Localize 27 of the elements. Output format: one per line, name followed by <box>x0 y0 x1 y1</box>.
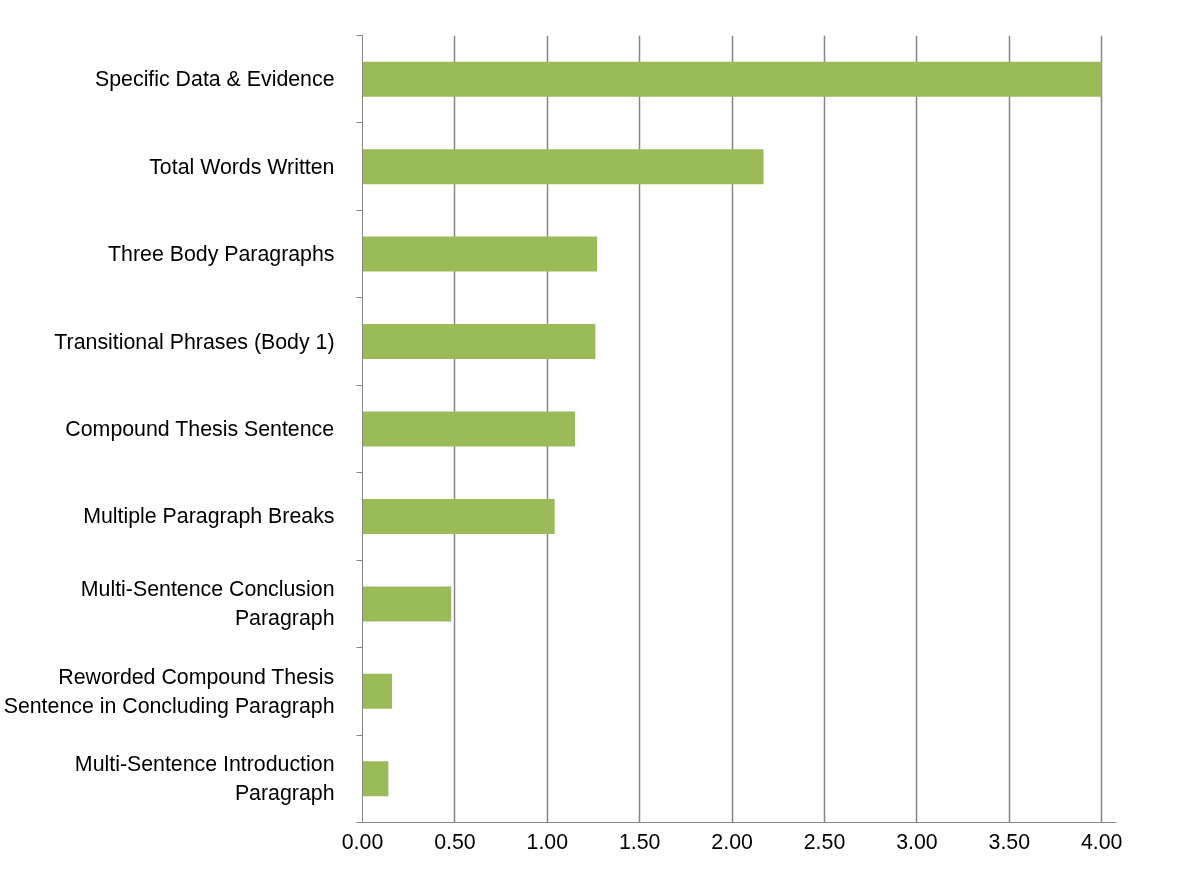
bar <box>362 411 576 447</box>
y-tick-label: Transitional Phrases (Body 1) <box>54 329 335 354</box>
bar <box>362 761 389 797</box>
y-tick-label: Total Words Written <box>149 154 335 179</box>
bar <box>362 324 596 360</box>
y-tick-label: Three Body Paragraphs <box>108 242 335 267</box>
y-tick-label: Multiple Paragraph Breaks <box>83 504 335 529</box>
y-tick-label: Specific Data & Evidence <box>95 67 335 92</box>
x-tick-label: 2.50 <box>803 829 846 854</box>
bar <box>362 236 598 272</box>
x-tick-label: 4.00 <box>1080 829 1123 854</box>
x-tick-label: 3.00 <box>896 829 938 854</box>
x-tick-label: 0.00 <box>341 829 384 854</box>
x-tick-label: 0.50 <box>434 829 476 854</box>
x-tick-label: 1.00 <box>526 829 569 854</box>
y-tick-label: Multi-Sentence Conclusion Paragraph <box>80 577 335 631</box>
bar <box>362 149 764 185</box>
bar <box>362 61 1102 97</box>
x-tick-label: 1.50 <box>618 829 661 854</box>
bar <box>362 498 555 534</box>
bar <box>362 586 452 622</box>
bar <box>362 673 393 709</box>
x-tick-label: 3.50 <box>988 829 1031 854</box>
x-tick-label: 2.00 <box>711 829 753 854</box>
y-tick-label: Reworded Compound Thesis Sentence in Concluding Paragraph <box>3 664 335 718</box>
y-tick-label: Multi-Sentence Introduction Paragraph <box>74 752 335 806</box>
y-tick-label: Compound Thesis Sentence <box>65 417 335 441</box>
